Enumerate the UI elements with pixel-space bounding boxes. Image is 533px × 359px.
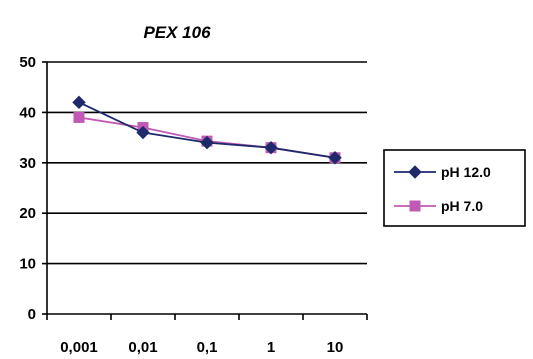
y-tick-label: 50: [19, 54, 36, 71]
x-tick-label: 0,01: [128, 339, 157, 356]
x-tick-labels: 0,001 0,01 0,1 1 10: [60, 339, 343, 356]
x-tick-label: 10: [327, 339, 344, 356]
gridlines: [47, 61, 367, 265]
chart-title: PEX 106: [143, 23, 211, 42]
legend-marker: [409, 200, 421, 212]
y-tick-label: 20: [19, 205, 36, 222]
legend-label: pH 7.0: [441, 198, 483, 214]
data-point: [200, 135, 214, 150]
legend-marker: [408, 165, 422, 179]
axes: [42, 61, 368, 320]
legend-label: pH 12.0: [441, 164, 491, 180]
series-line: [78, 101, 336, 159]
data-point: [73, 111, 85, 123]
y-tick-label: 0: [28, 306, 36, 323]
data-point: [136, 125, 150, 140]
y-tick-label: 10: [19, 256, 36, 273]
y-tick-label: 40: [19, 104, 36, 121]
legend-entry: pH 12.0: [394, 164, 491, 180]
x-tick-label: 0,001: [60, 339, 98, 356]
series-lines: [72, 95, 342, 165]
legend: pH 12.0 pH 7.0: [383, 149, 526, 227]
legend-box: [383, 149, 526, 227]
legend-entry: pH 7.0: [394, 198, 483, 214]
y-tick-labels: 0 10 20 30 40 50: [19, 54, 36, 323]
series-0: [72, 95, 342, 165]
x-tick-label: 0,1: [197, 339, 218, 356]
data-point: [328, 151, 342, 165]
x-tick-label: 1: [267, 339, 275, 356]
data-point: [264, 140, 278, 155]
y-tick-label: 30: [19, 155, 36, 172]
data-point: [72, 95, 86, 110]
